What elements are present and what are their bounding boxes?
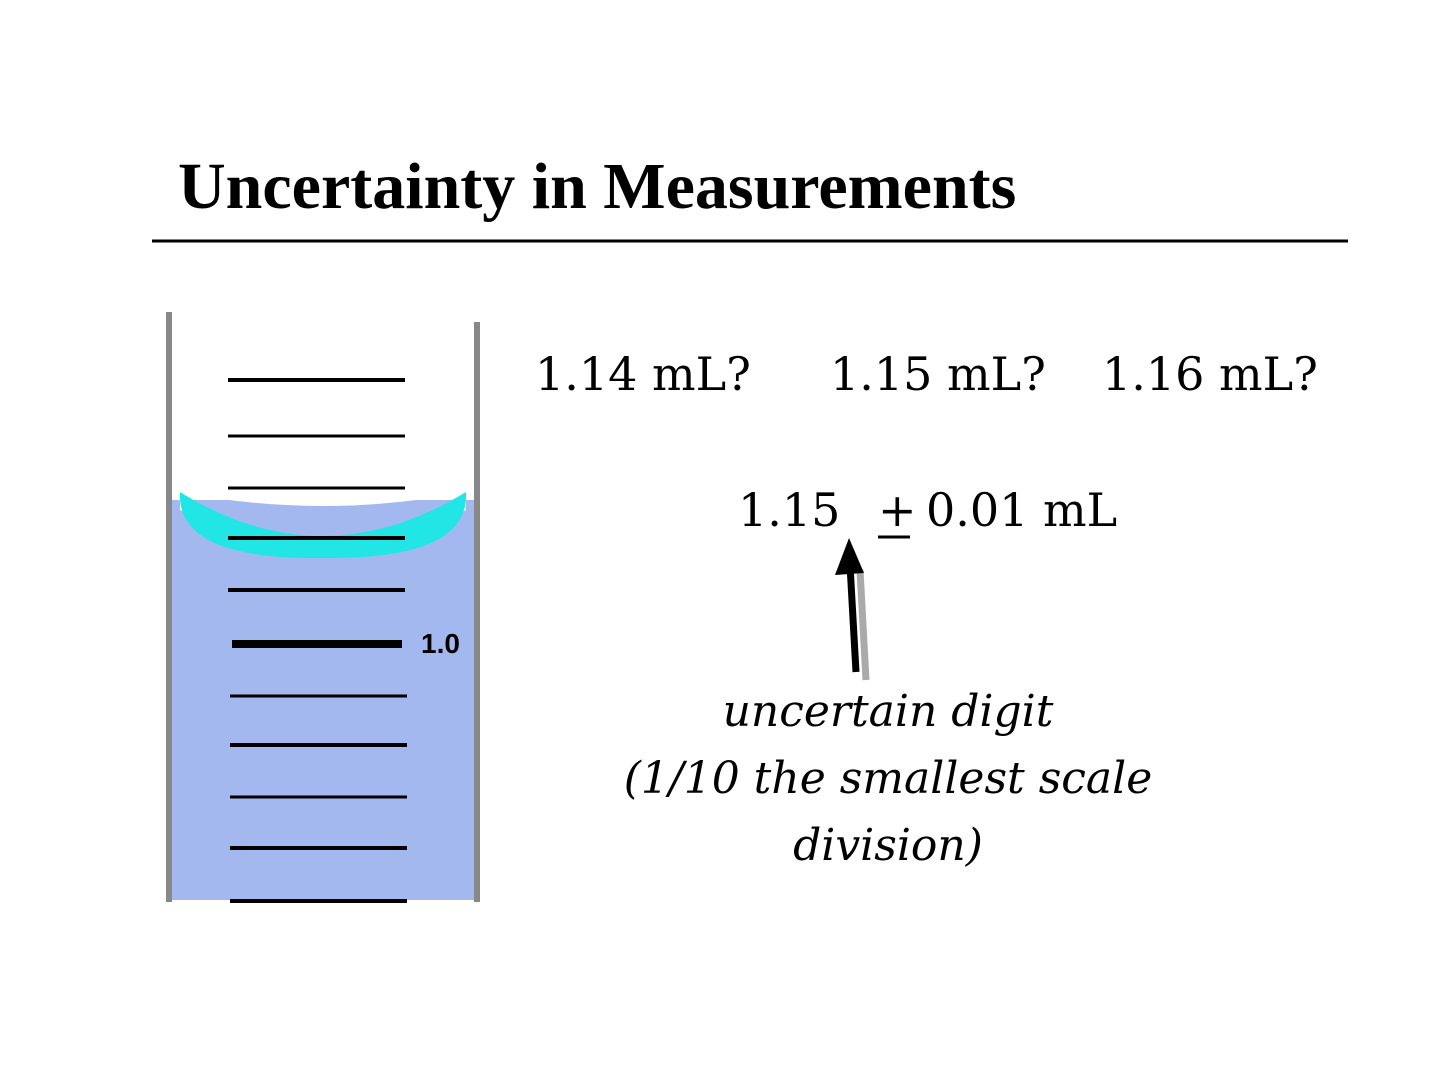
guess: 1.14 mL?: [535, 347, 751, 401]
measurement-uncertainty: 0.01 mL: [926, 483, 1117, 537]
scale-label: 1.0: [421, 628, 460, 659]
arrow-shaft: [846, 564, 860, 673]
meniscus: [179, 492, 467, 559]
title: Uncertainty in Measurements: [178, 150, 1016, 223]
measurement-sign: +: [878, 483, 917, 537]
annotation-line: uncertain digit: [723, 686, 1054, 737]
arrow-shadow: [856, 569, 870, 681]
annotation: uncertain digit (1/10 the smallest scale…: [624, 686, 1153, 871]
annotation-line: division): [793, 820, 983, 871]
measurement: 1.15 + 0.01 mL: [738, 483, 1117, 539]
liquid: [170, 500, 476, 900]
annotation-line: (1/10 the smallest scale: [624, 753, 1153, 804]
arrow-head: [835, 538, 864, 575]
guess: 1.16 mL?: [1102, 347, 1318, 401]
guess: 1.15 mL?: [830, 347, 1046, 401]
arrow: [835, 538, 870, 681]
cylinder: 1.0: [166, 312, 480, 903]
measurement-value: 1.15: [738, 483, 840, 537]
guesses: 1.14 mL? 1.15 mL? 1.16 mL?: [535, 347, 1318, 401]
